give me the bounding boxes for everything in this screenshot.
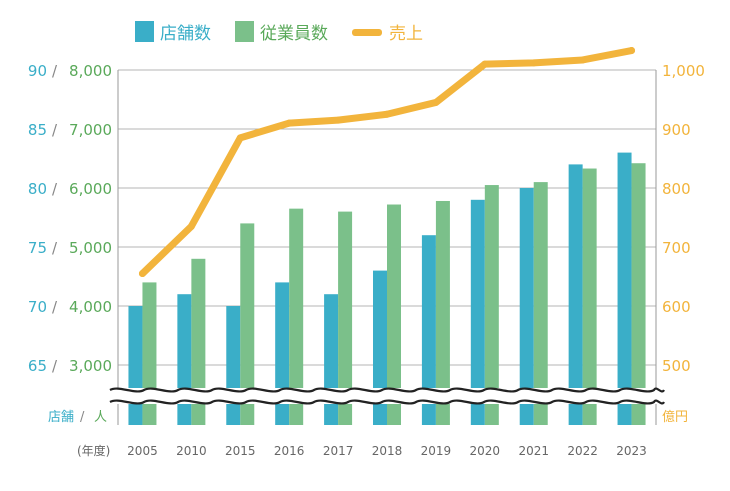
left-unit-separator: / [80, 410, 85, 425]
x-tick-label-2023: 2023 [616, 444, 647, 458]
store-tick-label: 65 [28, 357, 47, 375]
sales-tick-label: 500 [662, 357, 691, 375]
legend-swatch-stores [135, 21, 154, 42]
bar-employees-2010 [191, 258, 206, 425]
bar-employees-2022 [582, 168, 597, 425]
people-tick-label: 5,000 [69, 239, 112, 257]
sales-line-layer [138, 47, 636, 278]
right-axis-ticks: 1,000 900 800 700 600 500 [662, 62, 705, 375]
left-unit-people: 人 [94, 410, 107, 425]
bar-employees-2023 [631, 163, 646, 425]
left-tick-85: 85 / 7,000 [28, 121, 112, 139]
left-tick-65: 65 / 3,000 [28, 357, 112, 375]
tick-separator: / [52, 239, 58, 257]
axis-break-line-top [109, 387, 665, 393]
bar-employees-2020 [484, 185, 499, 425]
left-tick-90: 90 / 8,000 [28, 62, 112, 80]
tick-separator: / [52, 357, 58, 375]
bar-employees-2015 [240, 223, 255, 425]
unit-labels: 店舗 / 人 億円 (年度) [48, 409, 688, 458]
bar-employees-2016 [289, 208, 304, 425]
sales-point-2022 [579, 56, 587, 64]
legend-item-employees: 従業員数 [235, 21, 328, 44]
tick-separator: / [52, 121, 58, 139]
x-tick-label-2005: 2005 [127, 444, 158, 458]
left-tick-70: 70 / 4,000 [28, 298, 112, 316]
bar-stores-2005 [128, 306, 143, 425]
sales-tick-label: 900 [662, 121, 691, 139]
legend: 店舗数 従業員数 売上 [135, 21, 423, 44]
legend-item-sales: 売上 [352, 24, 423, 44]
tick-separator: / [52, 298, 58, 316]
axis-break-line-bottom [109, 399, 665, 405]
bar-stores-2015 [226, 306, 241, 425]
x-tick-label-2016: 2016 [274, 444, 305, 458]
x-tick-label-2022: 2022 [567, 444, 598, 458]
people-tick-label: 8,000 [69, 62, 112, 80]
sales-point-2021 [530, 59, 538, 67]
left-unit-stores: 店舗 [48, 410, 74, 425]
legend-item-stores: 店舗数 [135, 21, 211, 44]
x-tick-label-2021: 2021 [518, 444, 549, 458]
x-tick-label-2018: 2018 [372, 444, 403, 458]
x-axis-prefix: (年度) [77, 443, 110, 458]
x-tick-label-2010: 2010 [176, 444, 207, 458]
bar-stores-2023 [617, 152, 632, 425]
x-tick-label-2017: 2017 [323, 444, 354, 458]
sales-tick-label: 1,000 [662, 62, 705, 80]
bar-stores-2018 [373, 270, 387, 425]
legend-label-sales: 売上 [389, 24, 423, 44]
sales-point-2010 [187, 222, 195, 230]
tick-separator: / [52, 62, 58, 80]
bar-employees-2021 [533, 182, 548, 425]
legend-label-stores: 店舗数 [160, 24, 211, 44]
legend-swatch-employees [235, 21, 254, 42]
bar-employees-2017 [338, 211, 353, 425]
store-tick-label: 80 [28, 180, 47, 198]
sales-tick-label: 800 [662, 180, 691, 198]
x-axis-labels: 2005 2010 2015 2016 2017 2018 2019 2020 2021 2022… [127, 444, 647, 458]
sales-point-2016 [285, 119, 293, 127]
sales-point-2005 [138, 270, 146, 278]
left-axis-ticks: 90 / 8,000 85 / 7,000 80 / 6,000 75 / 5,… [28, 62, 112, 375]
people-tick-label: 4,000 [69, 298, 112, 316]
axis-break [109, 387, 665, 405]
sales-tick-label: 600 [662, 298, 691, 316]
bar-employees-2019 [435, 200, 450, 425]
sales-tick-label: 700 [662, 239, 691, 257]
legend-label-employees: 従業員数 [260, 24, 328, 44]
x-tick-label-2020: 2020 [470, 444, 501, 458]
sales-point-2019 [432, 98, 440, 106]
sales-point-2017 [334, 116, 342, 124]
sales-point-2015 [236, 134, 244, 142]
bar-stores-2010 [177, 294, 192, 425]
sales-point-2023 [628, 47, 636, 55]
left-tick-80: 80 / 6,000 [28, 180, 112, 198]
bar-stores-2017 [324, 294, 339, 425]
tick-separator: / [52, 180, 58, 198]
store-tick-label: 90 [28, 62, 47, 80]
x-tick-label-2015: 2015 [225, 444, 256, 458]
bar-stores-2022 [568, 164, 583, 425]
bar-stores-2021 [519, 188, 534, 425]
store-tick-label: 70 [28, 298, 47, 316]
store-tick-label: 85 [28, 121, 47, 139]
bar-stores-2020 [470, 199, 485, 425]
people-tick-label: 6,000 [69, 180, 112, 198]
store-tick-label: 75 [28, 239, 47, 257]
left-tick-75: 75 / 5,000 [28, 239, 112, 257]
people-tick-label: 3,000 [69, 357, 112, 375]
x-tick-label-2019: 2019 [421, 444, 452, 458]
right-unit-label: 億円 [662, 409, 688, 425]
bar-stores-2019 [421, 235, 436, 425]
people-tick-label: 7,000 [69, 121, 112, 139]
sales-point-2020 [481, 60, 489, 68]
legend-swatch-sales [352, 29, 382, 36]
sales-point-2018 [383, 110, 391, 118]
bar-employees-2018 [387, 204, 401, 425]
